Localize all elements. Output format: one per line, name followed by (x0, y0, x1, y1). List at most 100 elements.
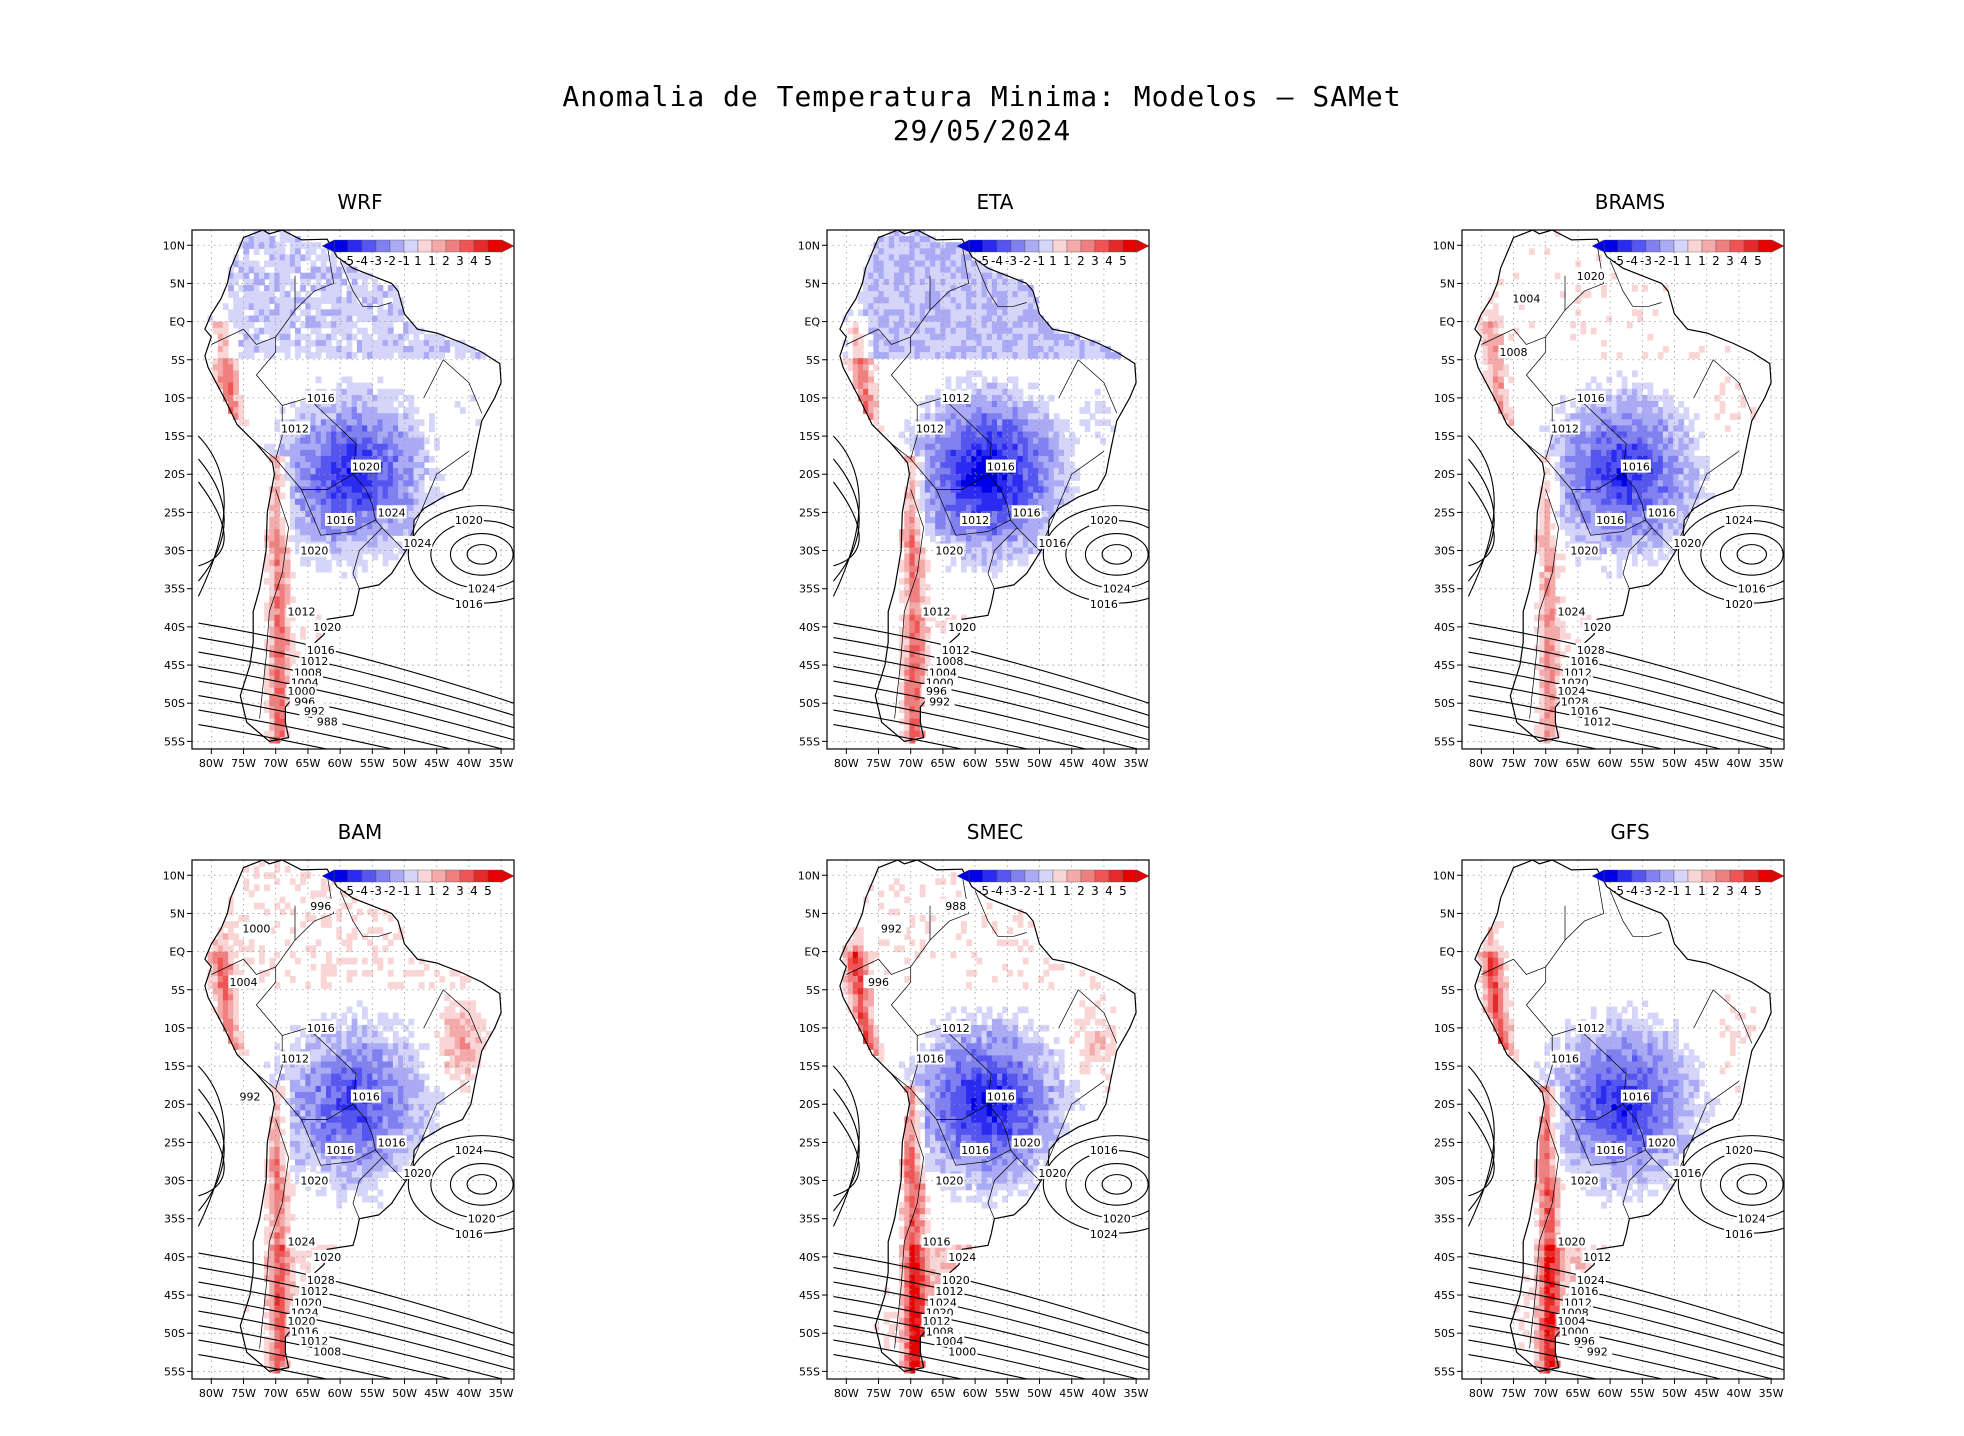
isobar-label: 1012 (961, 514, 989, 527)
isobar-label: 1020 (1090, 514, 1118, 527)
isobar-line (197, 481, 225, 567)
isobar-label-bg (453, 1143, 484, 1157)
country-border (890, 905, 931, 1036)
colorbar-swatch (1631, 239, 1647, 253)
colorbar-swatch (1729, 869, 1745, 883)
colorbar-swatch (1603, 869, 1619, 883)
isobar-label-bg (453, 596, 484, 610)
colorbar-swatch (1024, 239, 1040, 253)
isobar-label: 1020 (1577, 270, 1605, 283)
isobar-line (1468, 458, 1495, 582)
lat-label: 30S (1434, 1175, 1455, 1188)
map-svg: 1012 1016 1016 1016 1020 1016 1020 1024 1020 1016… (163, 859, 515, 1400)
isobars: 1012 1016 1016 1016 1020 1016 1020 1024 1016 1020… (1467, 268, 1784, 749)
isobar-label: 1008 (1500, 346, 1528, 359)
colorbar-label: 4 (1105, 884, 1113, 898)
isobar-label: 1024 (378, 506, 406, 519)
colorbar-swatch (1080, 239, 1096, 253)
colorbar-arrow-right (1136, 239, 1150, 253)
country-border (974, 260, 1027, 307)
lat-label: 5S (1441, 354, 1455, 367)
lon-label: 65W (295, 1387, 320, 1400)
isobar-label-bg (325, 513, 356, 527)
map-layer: 1012 1016 1016 1016 1020 1016 1020 1024 1020 1016… (192, 860, 514, 1379)
coastline (1474, 230, 1772, 743)
isobar-label-bg (299, 543, 330, 557)
colorbar-swatch (1631, 869, 1647, 883)
country-border (423, 989, 483, 1044)
colorbar-label: 1 (428, 254, 436, 268)
map-layer: 1016101210161016102010201016102010241016… (1462, 860, 1784, 1379)
lon-label: 55W (995, 1387, 1020, 1400)
isobar-label: 1012 (942, 1022, 970, 1035)
isobar-label: 1016 (1570, 655, 1598, 668)
country-border (1609, 890, 1662, 937)
map-svg: 1012 1016 1016 1016 1020 1016 1020 1024 1016 1020… (1433, 229, 1785, 770)
isobar-label: 1012 (1551, 422, 1579, 435)
lon-label: 70W (1533, 1387, 1558, 1400)
country-border (1058, 989, 1118, 1044)
country-border (1622, 1103, 1646, 1151)
lon-label: 75W (866, 757, 891, 770)
colorbar-label: -2 (1654, 254, 1666, 268)
colorbar-swatch (1743, 869, 1759, 883)
isobar-label-bg (1550, 1051, 1581, 1065)
isobar-label-bg (1569, 543, 1600, 557)
isobar-label-bg (299, 1173, 330, 1187)
isobar-line (1468, 680, 1775, 749)
isobar-label: 1020 (942, 1274, 970, 1287)
lat-label: 15S (799, 430, 820, 443)
colorbar-swatch (1066, 869, 1082, 883)
lon-label: 50W (1662, 757, 1687, 770)
colorbar-swatch (1052, 239, 1068, 253)
colorbar-label: 3 (456, 254, 464, 268)
lat-label: 25S (164, 1136, 185, 1149)
lat-label: EQ (804, 946, 820, 959)
colorbar-label: -1 (1033, 254, 1045, 268)
colorbar-label: 4 (1740, 884, 1748, 898)
isobar-line (198, 1354, 330, 1379)
isobar-label: 1024 (948, 1251, 976, 1264)
isobar-label-bg (1556, 1234, 1587, 1248)
isobar-label: 1016 (922, 1236, 950, 1249)
lon-label: 75W (866, 1387, 891, 1400)
isobar-label-bg (466, 1211, 497, 1225)
isobars: 1016 1012 1016 1016 1020 1020 1020 1016 1020 1024… (832, 898, 1149, 1379)
country-border (255, 275, 296, 406)
isobar-label: 996 (310, 900, 331, 913)
colorbar-swatch (389, 239, 405, 253)
isobar-label-bg (1723, 513, 1754, 527)
colorbar-swatch (1038, 239, 1054, 253)
isobar-line (1468, 622, 1784, 704)
lon-label: 50W (1027, 1387, 1052, 1400)
colorbar-swatch (1659, 239, 1675, 253)
colorbar-label: 2 (1077, 884, 1085, 898)
country-border (1526, 1073, 1546, 1090)
lon-label: 40W (1726, 757, 1751, 770)
isobar-label: 1016 (1090, 598, 1118, 611)
axes: 10N 5N EQ 5S 10S 15S 20S 25S 30S 35S 40S 45S 50S 55S 8… (163, 869, 514, 1400)
isobar-line (833, 1354, 965, 1379)
isobar-line (198, 458, 225, 582)
plot-frame (191, 859, 515, 1380)
lat-label: 10S (799, 1022, 820, 1035)
country-border (1545, 1027, 1627, 1120)
isobar-label-bg (934, 543, 965, 557)
isobar-label-bg (1562, 1295, 1593, 1309)
isobar-line (449, 1163, 514, 1206)
isobar-label: 1020 (1725, 598, 1753, 611)
isobar-line (197, 435, 225, 597)
lat-label: 10N (163, 869, 185, 882)
isobar-label: 1012 (916, 422, 944, 435)
colorbar-swatch (389, 869, 405, 883)
isobar-label-bg (1582, 1249, 1613, 1263)
map-svg: 1016 1012 1016 1016 1020 1020 1020 1016 1020 1024… (798, 859, 1150, 1400)
isobar-line (197, 1065, 225, 1227)
isobar-label: 1012 (1577, 1022, 1605, 1035)
isobar-label-bg (1569, 1173, 1600, 1187)
lon-label: 80W (1469, 1387, 1494, 1400)
lon-label: 70W (898, 757, 923, 770)
colorbar-label: 2 (442, 254, 450, 268)
colorbar-swatch (1701, 239, 1717, 253)
panel-title: BAM (337, 820, 383, 844)
